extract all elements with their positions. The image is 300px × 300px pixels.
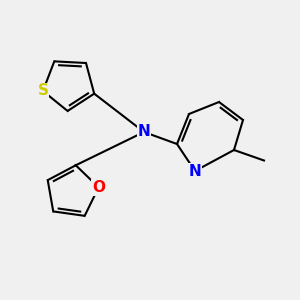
Text: N: N [189,164,201,178]
Text: O: O [92,180,105,195]
Text: S: S [38,83,48,98]
Text: N: N [138,124,150,140]
